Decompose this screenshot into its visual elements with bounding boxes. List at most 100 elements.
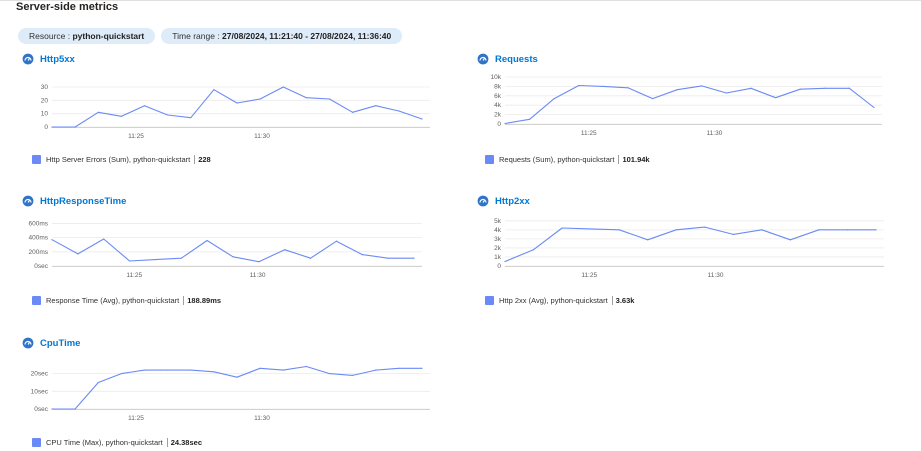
series-point [675,229,677,231]
chart-title: CpuTime [40,337,81,349]
series-point [421,367,423,369]
series-point [398,110,400,112]
series-point [750,87,752,89]
y-tick-label: 30 [41,84,49,91]
series-point [128,260,131,262]
series-point [732,233,734,235]
metrics-gauge-icon [477,195,489,207]
chart-title: Requests [495,53,538,65]
chart-plot[interactable]: 0 10 20 30 11:25 11:30 [22,53,442,148]
x-tick-label: 11:25 [128,133,144,140]
chart-card-header[interactable]: CpuTime [22,337,80,349]
series-point [190,117,192,119]
series-point [154,259,157,261]
series-point [51,126,53,128]
series-point [561,227,563,229]
series-point [873,106,875,109]
series-point [213,371,215,373]
series-point [361,254,363,256]
chart-plot[interactable]: 0sec 10sec 20sec 11:25 11:30 [22,337,442,432]
x-tick-label: 11:25 [581,272,597,279]
series-point [375,369,377,371]
series-point [51,408,53,410]
legend-separator [166,438,168,447]
series-point [846,229,849,231]
chart-card-header[interactable]: Requests [477,53,538,65]
series-point [120,373,122,375]
series-point [232,256,234,258]
series-point [77,253,79,255]
y-tick-label: 20 [41,97,49,104]
series-point [627,87,629,89]
y-tick-label: 10sec [31,388,49,395]
legend-series-name: Response Time (Avg), python-quickstart [46,296,180,305]
legend-value: 101.94k [622,155,650,164]
chart-legend[interactable]: Requests (Sum), python-quickstart 101.94… [485,155,650,164]
series-point [553,98,555,100]
x-tick-label: 11:30 [254,133,270,140]
chart-card-header[interactable]: HttpResponseTime [22,195,126,207]
series-point [74,408,76,410]
y-tick-label: 0 [497,263,501,270]
x-tick-label: 11:30 [707,130,723,137]
series-point [413,257,415,259]
y-tick-label: 2k [494,112,502,119]
legend-separator [194,155,196,164]
y-tick-label: 0sec [34,406,48,413]
chart-card-http5xx: Http5xx 0 10 20 30 11:25 11:30 Http Server Er… [22,53,442,168]
series-point [335,240,338,242]
chart-title: HttpResponseTime [40,195,127,207]
time-range-filter-pill[interactable]: Time range : 27/08/2024, 11:21:40 - 27/0… [161,28,403,44]
x-tick-label: 11:30 [708,272,724,279]
series-point [190,369,192,371]
series-point [799,88,801,90]
y-tick-label: 10k [491,74,502,81]
series-point [305,97,307,99]
resource-filter-pill[interactable]: Resource : python-quickstart [18,28,156,44]
series-point [529,118,531,120]
series-point [532,249,535,251]
series-point [167,369,169,371]
y-tick-label: 1k [494,254,502,261]
chart-legend[interactable]: Http Server Errors (Sum), python-quickst… [32,155,211,164]
chart-card-header[interactable]: Http2xx [477,195,530,207]
chart-card-header[interactable]: Http5xx [22,53,75,65]
series-point [206,239,208,242]
chart-legend[interactable]: Http 2xx (Avg), python-quickstart 3.63k [485,296,634,305]
x-tick-label: 11:30 [254,415,270,422]
series-point [602,85,604,87]
x-tick-label: 11:25 [581,130,597,137]
legend-swatch [485,155,494,164]
x-tick-label: 11:25 [126,272,142,279]
series-point [789,239,791,241]
y-tick-label: 2k [494,245,502,252]
y-tick-label: 400ms [28,235,48,242]
series-point [236,102,238,104]
top-divider [0,0,921,1]
chart-legend[interactable]: Response Time (Avg), python-quickstart 1… [32,296,221,305]
series-point [328,98,331,100]
chart-card-cputime: CpuTime 0sec 10sec 20sec 11:25 11:30 CPU Tim… [22,337,442,451]
legend-separator [618,155,620,164]
chart-plot[interactable]: 0 2k 4k 6k 8k 10k 11:25 11:30 [477,53,897,148]
series-point [282,369,284,371]
series-point [375,105,377,107]
y-tick-label: 0 [497,121,501,128]
chart-title: Http2xx [495,195,530,207]
series-line [51,238,414,263]
metrics-gauge-icon [22,195,34,207]
legend-separator [611,296,613,305]
chart-plot[interactable]: 0 1k 2k 3k 4k 5k 11:25 11:30 [477,195,897,290]
series-point [259,98,261,100]
chart-plot[interactable]: 0sec 200ms 400ms 600ms 11:25 11:30 [22,195,442,290]
chart-legend[interactable]: CPU Time (Max), python-quickstart 24.38s… [32,438,202,447]
page-title: Server-side metrics [16,1,119,13]
resource-filter-label: Resource : [29,31,71,41]
series-point [97,381,99,384]
series-point [701,85,703,87]
series-point [120,115,122,117]
series-point [590,228,592,230]
legend-series-name: Http Server Errors (Sum), python-quickst… [46,155,191,164]
series-point [504,122,506,125]
resource-filter-value: python-quickstart [72,31,145,41]
